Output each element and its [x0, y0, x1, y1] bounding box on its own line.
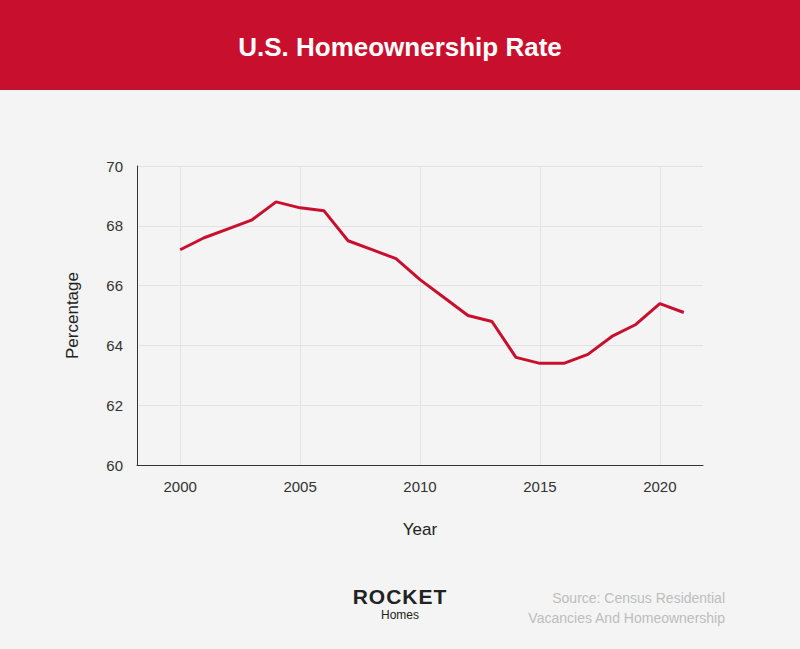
svg-text:66: 66: [106, 277, 123, 294]
svg-text:U.S. Homeownership Rate: U.S. Homeownership Rate: [238, 32, 562, 62]
svg-text:62: 62: [106, 397, 123, 414]
svg-text:Year: Year: [403, 520, 438, 539]
html-text:ROCKET: ROCKET: [352, 585, 448, 608]
svg-text:70: 70: [106, 158, 123, 175]
svg-text:2005: 2005: [283, 478, 316, 495]
svg-text:2020: 2020: [643, 478, 676, 495]
svg-text:60: 60: [106, 457, 123, 474]
svg-text:68: 68: [106, 217, 123, 234]
svg-text:2010: 2010: [403, 478, 436, 495]
svg-text:Percentage: Percentage: [63, 272, 82, 359]
svg-text:64: 64: [106, 337, 123, 354]
svg-text:2015: 2015: [523, 478, 556, 495]
svg-text:2000: 2000: [163, 478, 196, 495]
html-text:Source: Census Residential Vac: Source: Census Residential Vacancies And…: [528, 590, 725, 626]
html-text:Homes: Homes: [381, 608, 419, 622]
